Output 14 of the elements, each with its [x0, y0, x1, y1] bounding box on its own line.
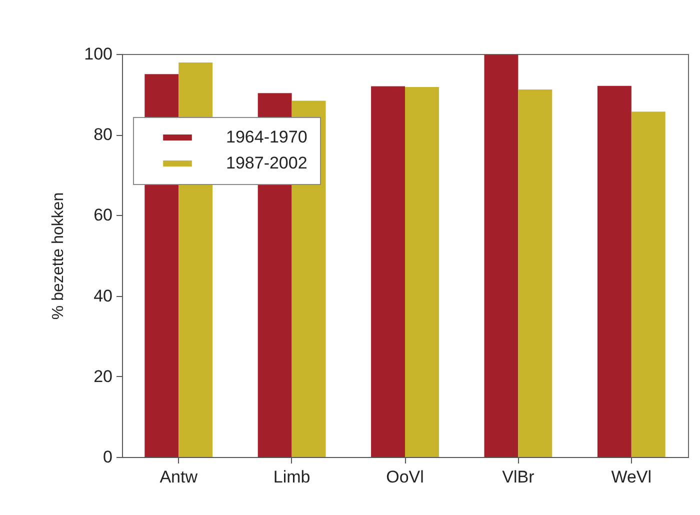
- y-tick-label: 20: [94, 366, 112, 386]
- x-tick-label: OoVl: [386, 468, 424, 486]
- legend-label: 1964-1970: [226, 128, 308, 146]
- x-tick-label: Limb: [273, 468, 310, 486]
- y-tick-label: 60: [94, 206, 112, 225]
- y-tick-label: 0: [103, 448, 112, 466]
- legend-label: 1987-2002: [226, 154, 308, 172]
- y-tick-label: 80: [94, 125, 112, 144]
- x-tick-label: WeVl: [611, 468, 652, 486]
- y-axis-title: % bezette hokken: [50, 192, 68, 320]
- x-tick-label: VlBr: [502, 468, 535, 486]
- y-tick-label: 100: [84, 44, 112, 64]
- x-tick-label: Antw: [160, 468, 198, 486]
- y-tick-label: 40: [94, 286, 112, 306]
